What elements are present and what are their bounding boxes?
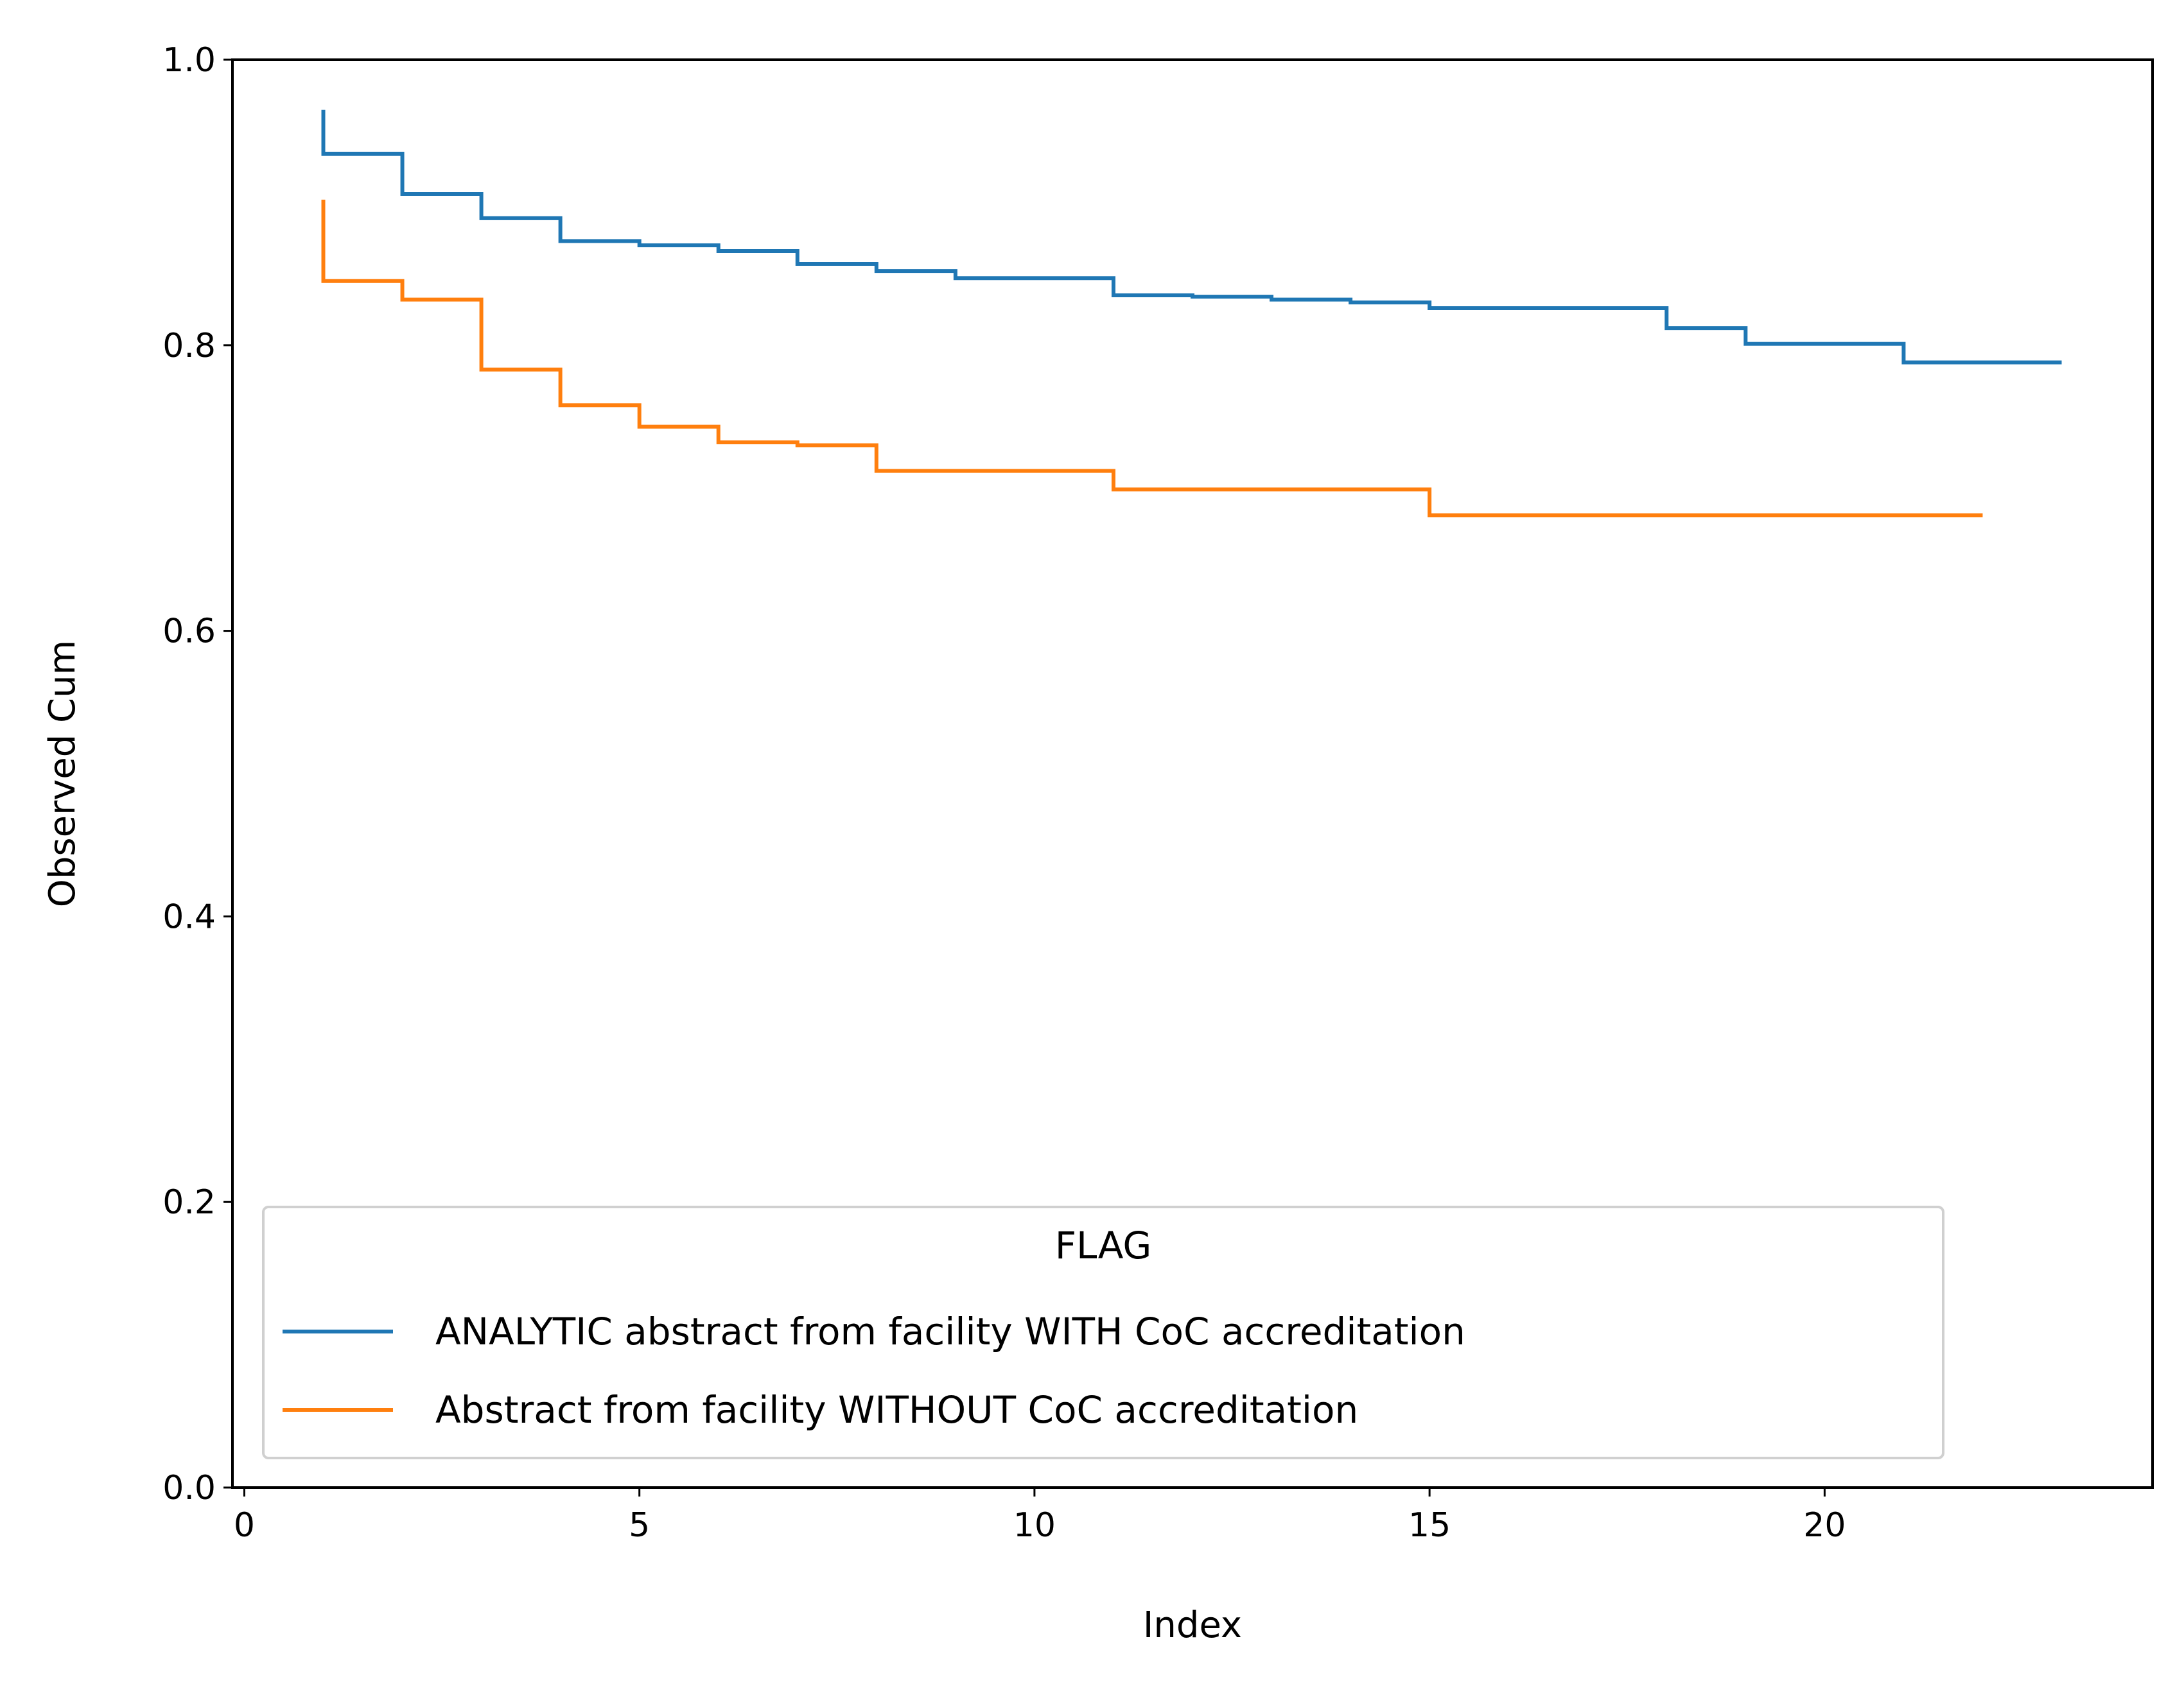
legend-entries: ANALYTIC abstract from facility WITH CoC…: [283, 1310, 1465, 1432]
series-line-2: [321, 199, 1983, 517]
x-tick-label: 5: [629, 1506, 650, 1545]
legend-box: [262, 1206, 1944, 1459]
y-tick-label: 0.6: [162, 612, 216, 651]
legend: FLAG ANALYTIC abstract from facility WIT…: [262, 1206, 1944, 1459]
ticks-layer: 0 5 10 15 20 0.0 0.2 0.4 0.6 0.8 1.0: [162, 41, 1846, 1545]
legend-title: FLAG: [1055, 1224, 1152, 1267]
y-axis-label: Observed Cum: [42, 640, 83, 907]
y-tick-label: 0.8: [162, 327, 216, 365]
legend-label: ANALYTIC abstract from facility WITH CoC…: [435, 1310, 1465, 1353]
legend-label: Abstract from facility WITHOUT CoC accre…: [435, 1388, 1358, 1432]
y-tick-label: 0.2: [162, 1183, 216, 1222]
x-tick-label: 10: [1013, 1506, 1056, 1545]
y-tick-label: 0.0: [162, 1469, 216, 1507]
y-tick-label: 1.0: [162, 41, 216, 80]
x-tick-label: 15: [1408, 1506, 1451, 1545]
x-axis-label: Index: [1143, 1604, 1242, 1646]
axes-frame: [231, 58, 2154, 1489]
x-tick-label: 20: [1803, 1506, 1846, 1545]
x-tick-label: 0: [234, 1506, 255, 1545]
series-line-1: [321, 109, 2062, 365]
y-tick-label: 0.4: [162, 898, 216, 936]
series-layer: [321, 109, 2062, 517]
